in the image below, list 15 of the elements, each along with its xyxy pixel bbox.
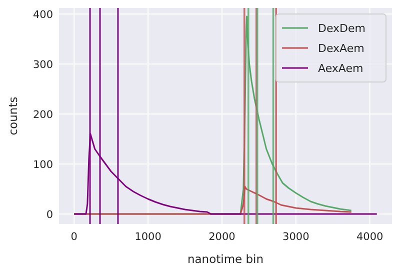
legend-label: DexAem (318, 42, 364, 55)
y-tick-label: 200 (32, 109, 53, 121)
y-tick-label: 100 (32, 159, 53, 171)
x-tick-label: 1000 (134, 231, 162, 243)
x-tick-label: 2000 (208, 231, 236, 243)
y-tick-label: 0 (46, 209, 53, 221)
x-tick-label: 4000 (356, 231, 384, 243)
y-tick-label: 300 (32, 59, 53, 71)
x-tick-label: 3000 (282, 231, 310, 243)
x-tick-label: 0 (70, 231, 78, 243)
x-axis-title: nanotime bin (187, 252, 264, 266)
legend-label: AexAem (318, 62, 364, 75)
y-tick-label: 400 (32, 9, 53, 21)
y-axis-title: counts (6, 96, 20, 136)
legend-label: DexDem (318, 22, 366, 35)
